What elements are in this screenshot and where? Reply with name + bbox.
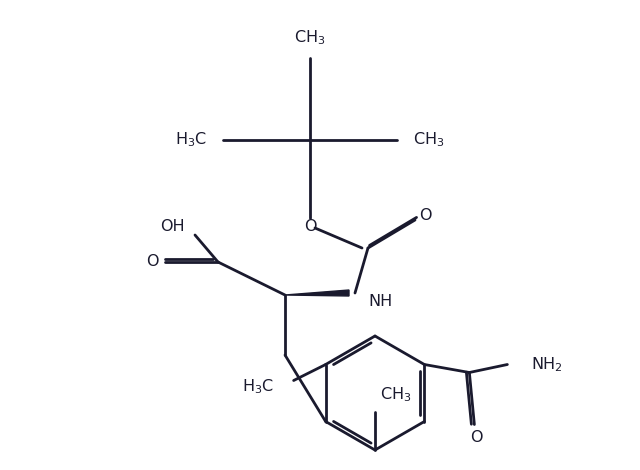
Text: NH: NH	[368, 293, 392, 308]
Text: OH: OH	[161, 219, 185, 234]
Text: CH$_3$: CH$_3$	[294, 29, 326, 47]
Text: O: O	[419, 207, 431, 222]
Text: H$_3$C: H$_3$C	[175, 131, 207, 149]
Text: O: O	[304, 219, 316, 234]
Text: CH$_3$: CH$_3$	[380, 386, 412, 404]
Polygon shape	[285, 290, 349, 296]
Text: H$_3$C: H$_3$C	[241, 377, 274, 396]
Text: CH$_3$: CH$_3$	[413, 131, 445, 149]
Text: O: O	[146, 254, 158, 269]
Text: O: O	[470, 430, 483, 445]
Text: NH$_2$: NH$_2$	[531, 355, 563, 374]
